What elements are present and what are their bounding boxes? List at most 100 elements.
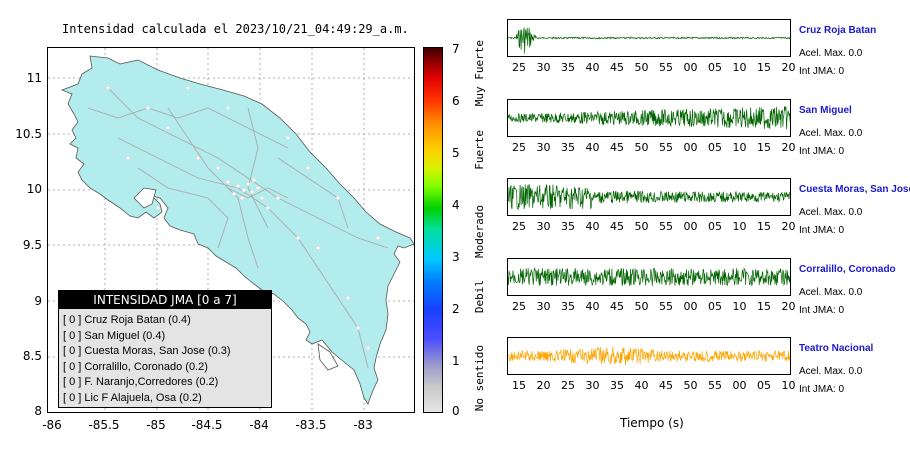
time-tick: 25 xyxy=(512,300,526,313)
waveform xyxy=(508,27,790,54)
map-x-tick: -84 xyxy=(249,418,269,432)
waveform xyxy=(508,267,790,287)
station-name[interactable]: Corralillo, Coronado xyxy=(799,264,896,275)
station-jma-intensity: Int JMA: 0 xyxy=(799,305,845,316)
time-tick: 00 xyxy=(683,61,698,74)
station-max-accel: Acel. Max. 0.0 xyxy=(799,207,863,218)
time-axis-label: Tiempo (s) xyxy=(620,416,684,430)
seismogram-time-ticks: 25 30 35 40 45 50 55 00 05 10 15 20 xyxy=(507,61,796,75)
colorbar-label-debil: Debil xyxy=(473,280,486,314)
waveform xyxy=(508,346,790,366)
map-x-tick: -83.5 xyxy=(295,418,327,432)
station-name[interactable]: San Miguel xyxy=(799,105,852,116)
map-x-tick: -86 xyxy=(42,418,62,432)
time-tick: 30 xyxy=(585,379,600,392)
legend-row: [ 0 ] San Miguel (0.4) xyxy=(63,329,166,342)
time-tick: 20 xyxy=(781,61,796,74)
time-tick: 10 xyxy=(732,141,747,154)
time-tick: 30 xyxy=(536,300,551,313)
osa-peninsula-water xyxy=(317,343,339,371)
map-x-tick: -84.5 xyxy=(191,418,223,432)
time-tick: 05 xyxy=(757,379,771,392)
time-tick: 40 xyxy=(585,141,600,154)
time-tick: 30 xyxy=(536,220,551,233)
time-tick: 10 xyxy=(732,61,747,74)
time-tick: 15 xyxy=(512,379,526,392)
station-dots xyxy=(105,85,381,351)
time-tick: 25 xyxy=(512,220,526,233)
time-tick: 20 xyxy=(781,300,796,313)
time-tick: 30 xyxy=(536,61,551,74)
time-tick: 00 xyxy=(683,220,698,233)
legend-title: INTENSIDAD JMA [0 a 7] xyxy=(59,291,271,309)
time-tick: 35 xyxy=(561,220,575,233)
time-tick: 45 xyxy=(659,379,673,392)
seismogram-time-ticks: 15 20 25 30 35 40 45 50 55 00 05 10 xyxy=(507,379,796,393)
time-tick: 45 xyxy=(610,141,624,154)
costa-rica-landmass xyxy=(60,55,414,405)
colorbar-tick: 1 xyxy=(452,354,460,368)
station-jma-intensity: Int JMA: 0 xyxy=(799,225,845,236)
station-max-accel: Acel. Max. 0.0 xyxy=(799,287,863,298)
time-tick: 20 xyxy=(536,379,551,392)
road-network xyxy=(87,87,389,369)
nicoya-gulf-water xyxy=(133,187,157,209)
station-name[interactable]: Cruz Roja Batan xyxy=(799,25,877,36)
time-tick: 05 xyxy=(708,220,722,233)
time-tick: 20 xyxy=(781,141,796,154)
station-jma-intensity: Int JMA: 0 xyxy=(799,384,845,395)
colorbar-tick: 7 xyxy=(452,42,460,56)
colorbar-tick: 2 xyxy=(452,302,460,316)
time-tick: 35 xyxy=(561,61,575,74)
legend-row: [ 0 ] Cuesta Moras, San Jose (0.3) xyxy=(63,345,231,357)
time-tick: 15 xyxy=(757,141,771,154)
time-tick: 55 xyxy=(659,220,673,233)
colorbar-tick: 6 xyxy=(452,94,460,108)
seismogram-time-ticks: 25 30 35 40 45 50 55 00 05 10 15 20 xyxy=(507,220,796,234)
time-tick: 00 xyxy=(683,300,698,313)
map-y-tick: 8.5 xyxy=(22,349,42,363)
map-x-tick: -83 xyxy=(353,418,373,432)
time-tick: 40 xyxy=(634,379,649,392)
time-tick: 50 xyxy=(683,379,698,392)
time-tick: 05 xyxy=(708,141,722,154)
time-tick: 15 xyxy=(757,300,771,313)
time-tick: 40 xyxy=(585,300,600,313)
station-name[interactable]: Teatro Nacional xyxy=(799,343,874,354)
time-tick: 45 xyxy=(610,220,624,233)
time-tick: 55 xyxy=(659,61,673,74)
time-tick: 10 xyxy=(732,220,747,233)
map-y-tick: 9 xyxy=(34,294,42,308)
colorbar-tick: 3 xyxy=(452,250,460,264)
map-y-tick: 9.5 xyxy=(22,238,42,252)
seismogram-panel[interactable] xyxy=(507,258,791,296)
time-tick: 15 xyxy=(757,61,771,74)
time-tick: 40 xyxy=(585,61,600,74)
seismogram-panel[interactable] xyxy=(507,19,791,57)
colorbar-label-fuerte: Fuerte xyxy=(473,130,486,170)
map-x-tick: -85.5 xyxy=(88,418,120,432)
map-y-tick: 11 xyxy=(26,71,42,85)
seismogram-time-ticks: 25 30 35 40 45 50 55 00 05 10 15 20 xyxy=(507,141,796,155)
station-name[interactable]: Cuesta Moras, San Jose xyxy=(799,184,910,195)
time-tick: 55 xyxy=(708,379,722,392)
colorbar-label-moderado: Moderado xyxy=(473,205,486,258)
time-tick: 45 xyxy=(610,300,624,313)
time-tick: 25 xyxy=(561,379,575,392)
colorbar-tick: 0 xyxy=(452,404,460,418)
time-tick: 05 xyxy=(708,61,722,74)
map-y-tick: 10.5 xyxy=(15,127,42,141)
map-y-tick: 10 xyxy=(26,182,42,196)
intensity-legend: INTENSIDAD JMA [0 a 7] [ 0 ] Cruz Roja B… xyxy=(58,290,272,408)
time-tick: 35 xyxy=(561,141,575,154)
time-tick: 00 xyxy=(732,379,747,392)
seismogram-panel[interactable] xyxy=(507,99,791,137)
waveform xyxy=(508,184,790,211)
seismogram-panel[interactable] xyxy=(507,337,791,375)
colorbar-tick: 4 xyxy=(452,198,460,212)
time-tick: 10 xyxy=(732,300,747,313)
seismogram-panel[interactable] xyxy=(507,178,791,216)
time-tick: 50 xyxy=(634,61,649,74)
legend-row: [ 0 ] Cruz Roja Batan (0.4) xyxy=(63,314,191,326)
time-tick: 50 xyxy=(634,300,649,313)
